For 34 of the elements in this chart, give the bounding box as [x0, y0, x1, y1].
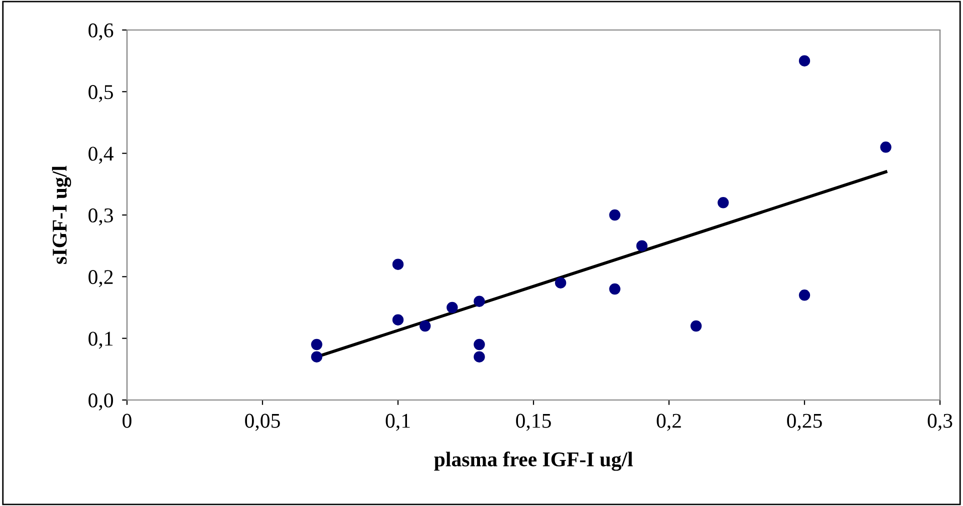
point [609, 209, 620, 221]
point [311, 338, 322, 350]
y-tick-label: 0,5 [88, 85, 113, 102]
x-tick-label: 0,2 [656, 414, 681, 431]
x-tick-label: 0,25 [787, 414, 822, 431]
x-tick-label: 0,05 [245, 414, 280, 431]
x-tick-label: 0,1 [386, 414, 410, 431]
point [446, 302, 458, 314]
point [419, 320, 431, 332]
point [474, 338, 485, 350]
y-tick-label: 0,4 [88, 146, 114, 164]
point [392, 258, 404, 270]
y-tick-label: 0,1 [88, 332, 113, 349]
point [392, 314, 404, 326]
point [474, 296, 485, 307]
y-tick-label: 0,3 [88, 208, 113, 226]
point [798, 290, 810, 301]
x-axis-title: plasma free IGF-I ug/l [434, 452, 633, 471]
y-tick-label: 0,0 [88, 393, 114, 410]
y-axis-title: sIGF-I ug/l [52, 166, 72, 264]
x-tick-label: 0,15 [516, 414, 551, 431]
point [609, 283, 620, 295]
point [718, 197, 729, 208]
point [690, 320, 702, 332]
point [880, 142, 892, 153]
point [474, 351, 485, 362]
point [554, 277, 566, 288]
point [311, 351, 322, 362]
point [636, 240, 648, 252]
point [798, 55, 810, 66]
y-tick-label: 0,6 [88, 23, 114, 40]
y-tick-label: 0,2 [88, 270, 113, 288]
x-tick-label: 0 [122, 414, 132, 428]
x-tick-label: 0,3 [928, 414, 952, 431]
